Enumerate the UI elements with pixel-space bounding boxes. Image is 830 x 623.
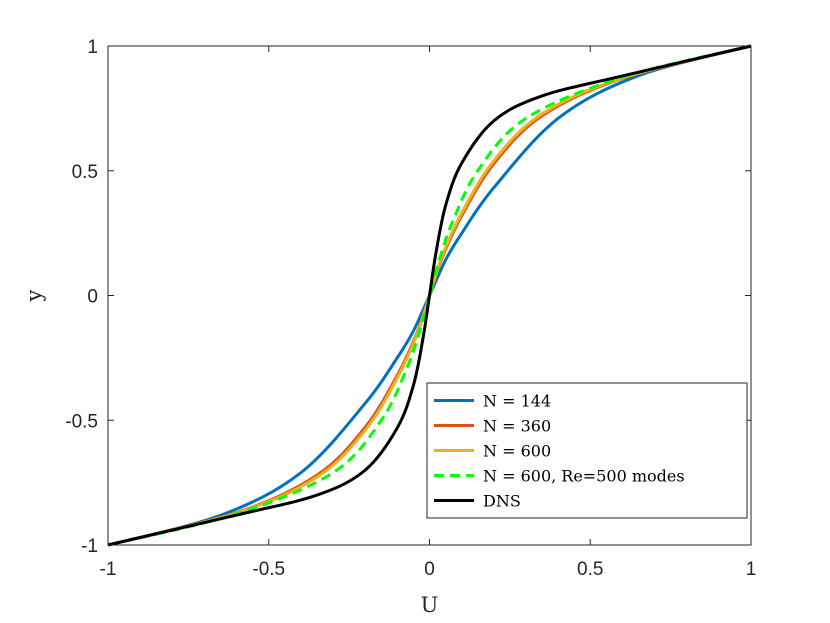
x-tick-label: -1: [100, 559, 117, 580]
legend: N = 144 N = 360 N = 600 N = 600, Re=500 mod…: [426, 382, 748, 519]
y-tick-label: 0.5: [72, 162, 98, 183]
legend-label-3: N = 600: [483, 442, 551, 461]
series-line-4: [107, 44, 752, 547]
x-tick-label: -0.5: [252, 559, 285, 580]
y-tick-label: -0.5: [65, 411, 98, 432]
legend-label-2: N = 360: [483, 417, 551, 436]
y-tick-label: -1: [81, 536, 98, 557]
axis-ticks: -1 -0.5 0 0.5 1 -1 -0.5 0 0.5 1: [65, 37, 756, 580]
x-tick-label: 1: [746, 559, 757, 580]
legend-label-5: DNS: [483, 492, 521, 511]
y-tick-label: 0: [87, 287, 98, 308]
y-tick-label: 1: [87, 37, 98, 58]
series-line-5: [107, 44, 752, 547]
legend-label-1: N = 144: [483, 392, 551, 411]
legend-box: [426, 382, 748, 519]
legend-label-4: N = 600, Re=500 modes: [483, 467, 685, 486]
x-tick-label: 0: [424, 559, 435, 580]
x-axis-label: U: [421, 593, 439, 617]
x-tick-label: 0.5: [577, 559, 603, 580]
y-axis-label: y: [22, 289, 46, 302]
series-lines: [107, 44, 752, 547]
